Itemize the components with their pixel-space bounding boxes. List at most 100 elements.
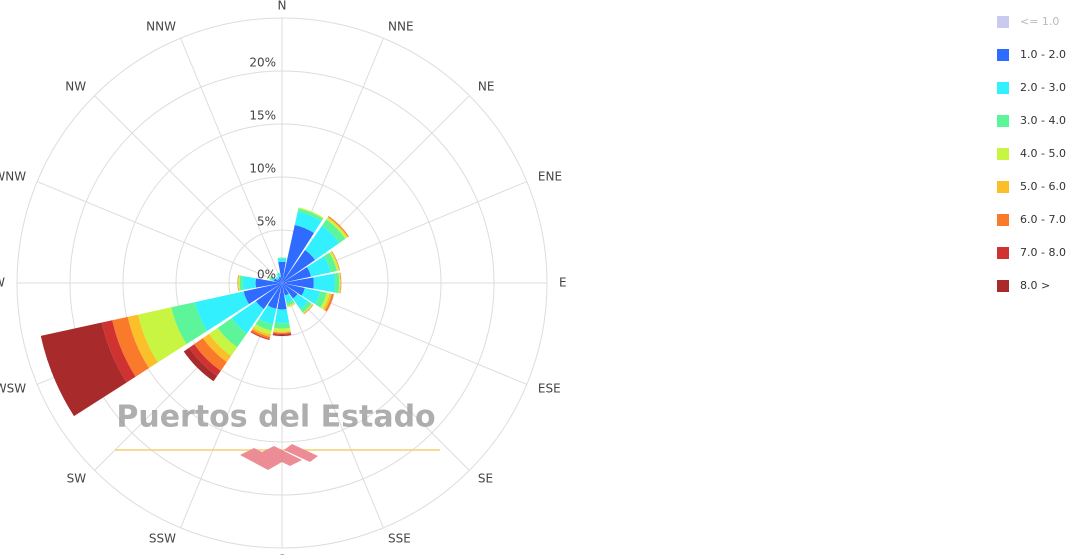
wedge — [306, 256, 331, 277]
wedge — [237, 275, 239, 291]
wedge — [269, 275, 272, 281]
watermark: Puertos del Estado — [116, 400, 435, 435]
logo — [240, 444, 318, 470]
wedge — [305, 225, 340, 260]
wedge — [326, 217, 348, 239]
wedge — [331, 251, 340, 271]
wedge — [238, 275, 241, 291]
direction-label: W — [0, 276, 5, 290]
wedge — [276, 272, 280, 275]
wedge — [334, 272, 340, 294]
wedge — [239, 275, 244, 291]
wedge — [278, 276, 282, 283]
legend-label: 7.0 - 8.0 — [1020, 246, 1066, 259]
wedge — [300, 301, 312, 313]
wedge — [195, 291, 249, 332]
wedge — [278, 261, 286, 283]
wedge — [273, 331, 291, 333]
radial-line — [94, 95, 283, 284]
wedge — [282, 266, 311, 283]
wedge — [282, 283, 289, 296]
wedge — [188, 344, 221, 377]
wedge — [282, 249, 316, 283]
wedge — [217, 318, 247, 348]
y-tick-label: 10% — [249, 162, 276, 176]
grid — [16, 17, 548, 549]
wedge — [301, 287, 321, 305]
wedge — [286, 299, 295, 306]
wedge — [171, 302, 208, 345]
direction-label: E — [559, 276, 567, 290]
y-tick-label: 15% — [249, 109, 276, 123]
y-tick-label: 0% — [257, 268, 276, 282]
direction-label: SW — [67, 471, 87, 485]
direction-label: N — [278, 0, 287, 13]
labels: N NNE NE ENE E ESE SE SSE S SSW SW WSW W WNW NW NNW 0% 5%… — [0, 0, 567, 555]
wedge — [112, 316, 149, 377]
wedge — [303, 304, 313, 314]
wedge — [274, 309, 290, 324]
direction-label: WSW — [0, 382, 26, 396]
wedge — [272, 334, 292, 336]
wedge — [282, 283, 305, 296]
legend: <= 1.0 1.0 - 2.0 2.0 - 3.0 3.0 - 4.0 4.0 - 5… — [997, 15, 1066, 292]
wedge — [273, 278, 282, 283]
wedge — [273, 332, 291, 334]
wedge — [298, 207, 324, 219]
wedge — [194, 338, 227, 371]
radial-line — [36, 181, 283, 284]
legend-swatch — [997, 148, 1009, 160]
wedge — [251, 329, 271, 339]
wedge — [272, 333, 292, 335]
legend-swatch — [997, 214, 1009, 226]
wedge — [40, 322, 127, 417]
wedge — [292, 293, 309, 310]
wedge — [243, 283, 282, 305]
direction-label: NW — [65, 80, 86, 94]
wedge — [277, 257, 287, 259]
legend-label: 1.0 - 2.0 — [1020, 48, 1066, 61]
wedge — [313, 273, 336, 293]
wedge — [101, 320, 136, 383]
wedge — [277, 278, 282, 283]
wedge — [339, 272, 341, 294]
wedge — [253, 324, 272, 335]
wedge — [231, 301, 264, 334]
legend-label: 6.0 - 7.0 — [1020, 213, 1066, 226]
wedge — [250, 331, 270, 340]
legend-label: <= 1.0 — [1020, 15, 1059, 28]
direction-label: SSW — [149, 531, 176, 545]
wedge — [270, 276, 275, 282]
wedge — [238, 275, 240, 291]
wedge — [208, 327, 238, 357]
direction-label: WNW — [0, 169, 26, 183]
direction-label: NNW — [146, 20, 176, 34]
wedge — [127, 314, 158, 369]
wedge — [259, 305, 277, 325]
legend-label: 3.0 - 4.0 — [1020, 114, 1066, 127]
wedge — [328, 216, 349, 237]
wedge — [242, 276, 256, 290]
wedge — [273, 327, 291, 332]
direction-label: NE — [478, 80, 495, 94]
legend-label: 5.0 - 6.0 — [1020, 180, 1066, 193]
wedge — [255, 278, 282, 288]
legend-swatch — [997, 280, 1009, 292]
wedge — [255, 283, 282, 310]
wedge — [275, 276, 278, 279]
direction-label: SSE — [388, 531, 411, 545]
wedge — [276, 273, 281, 278]
wedge — [286, 302, 296, 307]
wedge — [183, 347, 218, 382]
legend-swatch — [997, 82, 1009, 94]
wedge — [320, 292, 330, 310]
wedge — [287, 303, 296, 308]
wedge — [273, 322, 291, 329]
y-tick-label: 20% — [249, 56, 276, 70]
direction-label: SE — [478, 471, 493, 485]
wedge — [282, 277, 314, 289]
legend-swatch — [997, 181, 1009, 193]
direction-label: ENE — [538, 169, 562, 183]
wedge — [329, 251, 339, 271]
